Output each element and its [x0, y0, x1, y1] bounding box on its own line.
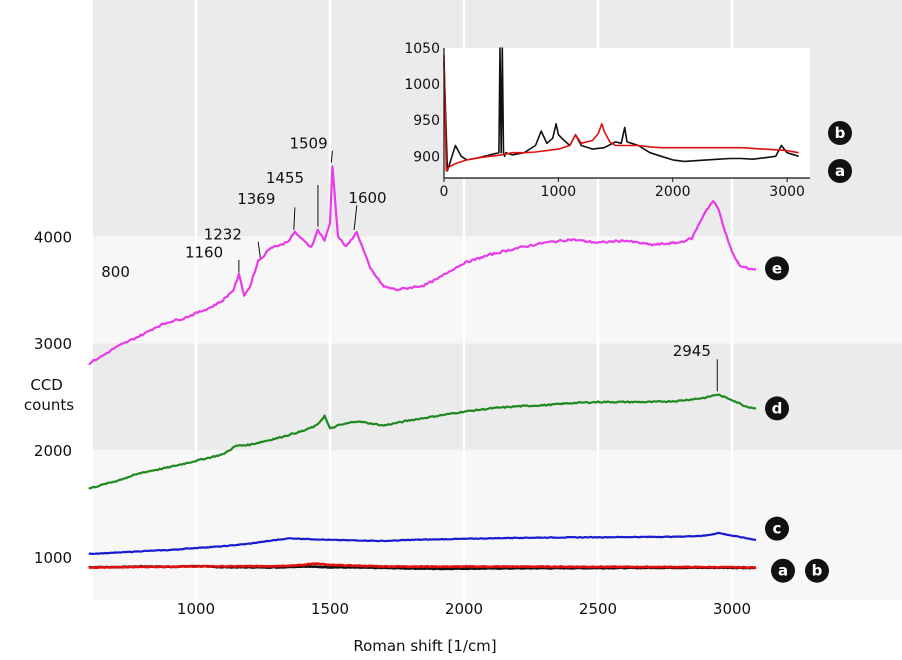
badge-a: a [771, 558, 795, 583]
x-tick-label-0: 1000 [177, 600, 215, 618]
inset-y-tick-label-1: 950 [413, 113, 440, 129]
svg-text:d: d [772, 399, 783, 417]
svg-text:e: e [772, 259, 782, 277]
inset-x-tick-label-0: 0 [440, 184, 449, 200]
band-1 [93, 450, 902, 557]
x-tick-label-4: 3000 [713, 600, 751, 618]
inset-y-tick-label-3: 1050 [404, 41, 440, 57]
x-tick-labels: 1000 1500 2000 2500 3000 [177, 600, 751, 618]
svg-text:a: a [778, 562, 788, 580]
band-2 [93, 343, 902, 451]
y-axis-title: CCD counts [24, 376, 74, 414]
svg-text:b: b [835, 124, 846, 142]
series-line-d [88, 393, 757, 490]
leader-line-5 [353, 205, 358, 230]
x-tick-label-1: 1500 [311, 600, 349, 618]
band-0 [93, 557, 902, 600]
leader-line-1 [257, 241, 261, 258]
y-tick-label-1: 2000 [34, 442, 72, 460]
svg-text:c: c [773, 520, 782, 538]
y-tick-labels: 1000 2000 3000 4000 [34, 228, 72, 567]
series-line-c [88, 531, 757, 556]
x-axis-title: Roman shift [1/cm] [353, 637, 496, 655]
badge-c: c [765, 516, 789, 541]
inset-x-tick-label-2: 2000 [655, 184, 691, 200]
inset-badge-b: b [828, 121, 852, 145]
peak-label-1369: 1369 [237, 190, 275, 208]
svg-text:a: a [835, 162, 845, 180]
series-group [88, 165, 757, 571]
badge-e: e [765, 256, 789, 281]
badge-d: d [765, 396, 789, 421]
inset-chart: 0 1000 2000 3000 900 950 1000 1050 b a [404, 41, 852, 200]
peak-label-1232: 1232 [204, 226, 242, 244]
peak-label-800: 800 [101, 263, 130, 281]
peak-label-2945: 2945 [673, 342, 711, 360]
y-tick-label-0: 1000 [34, 549, 72, 567]
peak-label-1455: 1455 [266, 169, 304, 187]
inset-badge-a: a [828, 159, 852, 183]
inset-y-tick-label-2: 1000 [404, 77, 440, 93]
y-tick-label-2: 3000 [34, 335, 72, 353]
inset-x-tick-label-1: 1000 [541, 184, 577, 200]
svg-text:b: b [812, 562, 823, 580]
series-line-b [88, 562, 757, 570]
peak-label-1600: 1600 [348, 189, 386, 207]
inset-y-tick-label-0: 900 [413, 149, 440, 165]
leader-line-4 [330, 150, 333, 163]
inset-series-line-b [443, 55, 799, 172]
peak-label-1160: 1160 [185, 244, 223, 262]
y-tick-label-3: 4000 [34, 228, 72, 246]
badge-b: b [805, 558, 829, 583]
x-tick-label-3: 2500 [579, 600, 617, 618]
series-badges: e d c a b [765, 256, 829, 583]
leader-line-2 [293, 207, 296, 230]
peak-label-1509: 1509 [289, 135, 327, 153]
x-tick-label-2: 2000 [445, 600, 483, 618]
series-line-e [88, 165, 757, 366]
inset-x-tick-label-3: 3000 [769, 184, 805, 200]
